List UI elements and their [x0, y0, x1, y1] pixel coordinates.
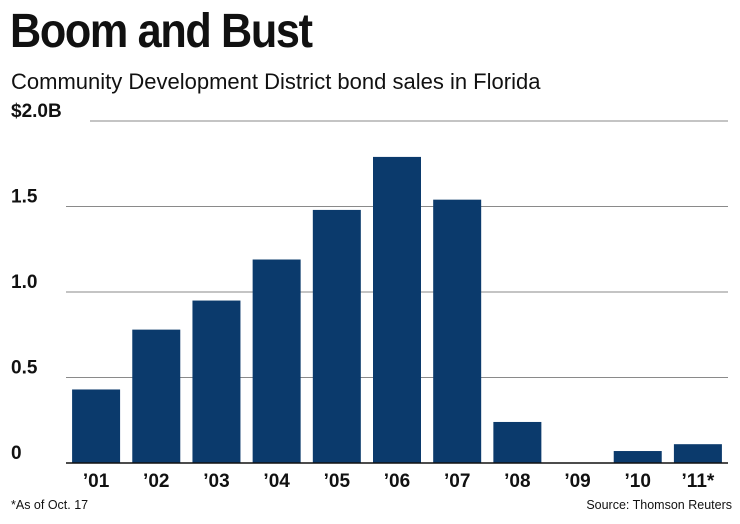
x-tick-label: ’02 — [143, 471, 169, 492]
chart-title: Boom and Bust — [10, 5, 313, 58]
x-tick-label: ’08 — [504, 471, 530, 492]
bar — [373, 156, 421, 463]
x-axis-category-labels: ’01 ’02 ’03 ’04 ’05 ’06 ’07 ’08 ’09 ’10 ’11* — [83, 471, 715, 492]
y-tick-label: $2.0B — [11, 101, 62, 122]
x-tick-label: ’06 — [384, 471, 410, 492]
x-tick-label: ’03 — [203, 471, 229, 492]
bar — [252, 259, 301, 463]
x-tick-label: ’09 — [564, 471, 590, 492]
y-tick-label: 0 — [11, 443, 22, 464]
x-tick-label: ’07 — [444, 471, 470, 492]
y-tick-label: 0.5 — [11, 358, 38, 379]
y-axis-tick-labels: 0 0.5 1.0 1.5 $2.0B — [11, 101, 62, 464]
bar — [433, 199, 482, 463]
x-tick-label: ’11* — [682, 471, 715, 492]
bar — [312, 209, 361, 463]
bar — [673, 444, 722, 463]
x-tick-label: ’01 — [83, 471, 110, 492]
bar — [613, 451, 662, 463]
x-tick-label: ’05 — [324, 471, 351, 492]
footnote: *As of Oct. 17 — [11, 498, 89, 512]
bar — [72, 389, 121, 463]
x-tick-label: ’10 — [625, 471, 651, 492]
y-tick-label: 1.5 — [11, 187, 38, 208]
bar — [132, 329, 181, 463]
source-credit: Source: Thomson Reuters — [586, 498, 732, 512]
y-tick-label: 1.0 — [11, 272, 37, 293]
chart-subtitle: Community Development District bond sale… — [11, 69, 541, 94]
bar — [493, 421, 542, 463]
bar — [192, 300, 241, 463]
x-tick-label: ’04 — [263, 471, 290, 492]
bars — [72, 156, 722, 463]
